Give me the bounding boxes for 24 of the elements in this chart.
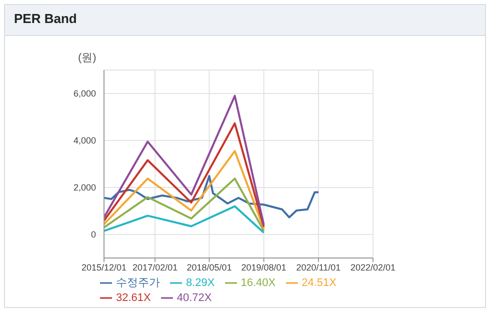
x-tick-label: 2022/02/01 (350, 262, 396, 272)
y-tick-label: 6,000 (73, 88, 96, 99)
x-tick-label: 2020/11/01 (296, 262, 341, 272)
legend-label: 40.72X (176, 292, 212, 304)
legend-label: 24.51X (302, 277, 336, 289)
y-tick-label: 0 (90, 230, 96, 240)
legend-label: 8.29X (186, 277, 215, 289)
line-series (104, 178, 265, 232)
y-tick-label: 4,000 (73, 136, 96, 146)
x-tick-label: 2015/12/01 (81, 262, 127, 272)
x-tick-label: 2018/05/01 (186, 262, 232, 272)
line-series (104, 174, 320, 218)
legend-label: 32.61X (116, 292, 151, 304)
legend-label: 16.40X (240, 277, 276, 289)
x-tick-label: 2017/02/01 (132, 262, 178, 272)
line-series (104, 122, 265, 228)
legend-label: 수정주가 (116, 277, 160, 289)
chart-title: PER Band (14, 11, 77, 26)
x-tick-label: 2019/08/01 (241, 262, 286, 272)
line-series (104, 205, 265, 234)
line-series (104, 150, 265, 230)
y-tick-label: 2,000 (73, 182, 96, 193)
y-axis-title: (원) (78, 51, 96, 65)
line-series (104, 94, 265, 226)
